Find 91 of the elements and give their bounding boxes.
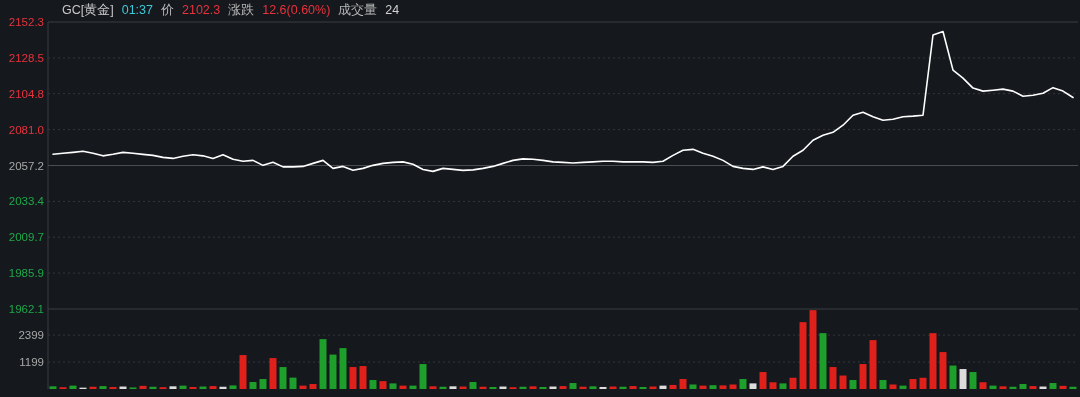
- bar: [259, 379, 267, 389]
- text: 价: [159, 3, 174, 17]
- bar: [939, 352, 947, 389]
- bar: [569, 383, 577, 389]
- bar: [809, 310, 817, 389]
- bar: [469, 382, 477, 389]
- bar: [1059, 385, 1067, 389]
- bar: [339, 348, 347, 389]
- bar: [289, 377, 297, 389]
- bar: [839, 375, 847, 389]
- bar: [979, 382, 987, 389]
- bar: [1029, 386, 1037, 389]
- text: 12.6(0.60%): [262, 3, 331, 17]
- bar: [709, 385, 717, 389]
- bar: [249, 382, 257, 389]
- bar: [189, 386, 197, 389]
- bar: [539, 386, 547, 389]
- bar: [929, 333, 937, 389]
- bar: [869, 340, 877, 389]
- bar: [789, 377, 797, 389]
- bar: [309, 384, 317, 389]
- bar: [629, 386, 637, 389]
- bar: [369, 380, 377, 389]
- bar: [109, 386, 117, 389]
- line-series: [52, 30, 1074, 173]
- bar: [719, 385, 727, 389]
- bar: [749, 383, 757, 389]
- bar: [99, 386, 107, 389]
- bar: [739, 379, 747, 389]
- bar: [849, 380, 857, 389]
- y-tick-label: 2009.7: [8, 231, 44, 244]
- text: 2102.3: [181, 3, 221, 17]
- y-tick-label: 2399: [18, 329, 44, 342]
- bar: [679, 379, 687, 389]
- bar: [729, 384, 737, 389]
- bar: [639, 386, 647, 389]
- bar: [689, 384, 697, 389]
- bar: [1019, 384, 1027, 389]
- bar: [209, 386, 217, 389]
- bar: [239, 355, 247, 389]
- text: 成交量: [338, 2, 378, 17]
- y-tick-label: 2152.3: [8, 16, 44, 28]
- text: 24: [385, 3, 400, 17]
- chart-title: GC[黄金]: [62, 3, 114, 17]
- bar: [999, 386, 1007, 389]
- bar: [419, 364, 427, 389]
- bar: [779, 383, 787, 389]
- bar: [359, 366, 367, 389]
- bar: [379, 381, 387, 389]
- bar: [319, 339, 327, 389]
- bar: [959, 369, 967, 389]
- bar: [449, 386, 457, 389]
- bar: [909, 379, 917, 389]
- bar: [169, 386, 177, 389]
- bar: [589, 386, 597, 389]
- bar: [829, 367, 837, 389]
- y-tick-label: 1962.1: [8, 303, 44, 315]
- bar: [529, 386, 537, 389]
- bar: [969, 372, 977, 389]
- bar: [389, 383, 397, 389]
- y-tick-label: 2128.5: [8, 51, 44, 64]
- y-tick-label: 2033.4: [8, 195, 45, 208]
- bar: [919, 377, 927, 389]
- bar: [669, 384, 677, 389]
- bar: [1049, 383, 1057, 389]
- bar: [279, 367, 287, 389]
- bar: [559, 386, 567, 389]
- bar: [139, 385, 147, 389]
- text: 涨跌: [228, 3, 255, 17]
- bar: [489, 386, 497, 389]
- bar: [759, 372, 767, 389]
- text: 01:37: [121, 3, 154, 17]
- bar: [769, 382, 777, 389]
- y-tick-label: 2081.0: [8, 123, 44, 136]
- bar: [429, 386, 437, 389]
- bar: [599, 386, 607, 389]
- bar: [269, 358, 277, 389]
- y-tick-label: 2104.8: [8, 87, 44, 100]
- bar: [889, 384, 897, 389]
- bar: [859, 364, 867, 389]
- y-tick-label: 1985.9: [8, 267, 44, 280]
- bar: [879, 380, 887, 389]
- bar: [819, 333, 827, 389]
- bar: [949, 365, 957, 389]
- y-tick-label: 2057.2: [8, 159, 44, 172]
- bar: [349, 367, 357, 389]
- bar: [799, 322, 807, 389]
- y-tick-label: 1199: [19, 356, 44, 369]
- bar: [229, 385, 237, 389]
- bar: [49, 386, 57, 389]
- bar: [329, 354, 337, 389]
